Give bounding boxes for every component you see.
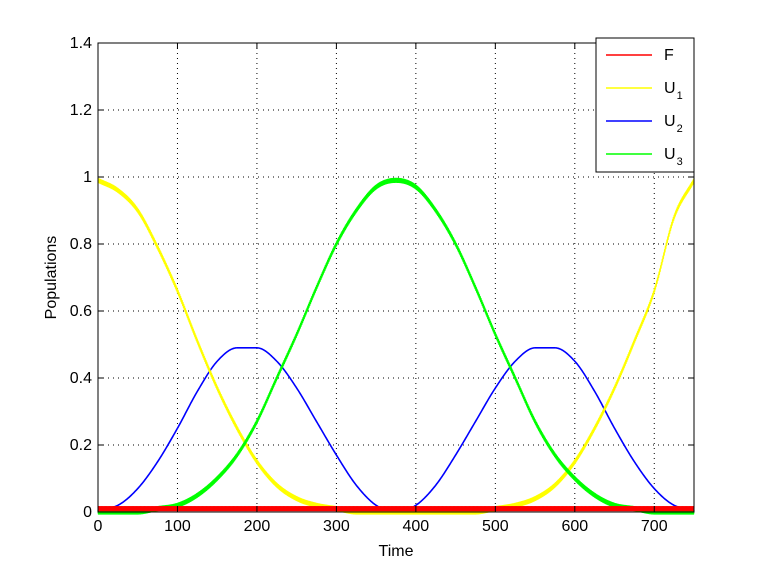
y-tick-label: 0.2	[70, 437, 92, 454]
series-line-1	[97, 178, 695, 515]
x-tick-label: 300	[323, 518, 350, 535]
plot-frame	[97, 42, 695, 513]
x-tick-label: 200	[244, 518, 271, 535]
legend-label-0: F	[664, 47, 674, 64]
axis-ticks: 0 100 200 300 400 500 600 700 0 0.2 0.4 0.6 0.8 1 1.2 1…	[70, 35, 694, 535]
x-tick-label: 0	[94, 518, 103, 535]
y-tick-label: 0.4	[70, 370, 92, 387]
x-tick-label: 500	[482, 518, 509, 535]
y-tick-label: 0.8	[70, 236, 92, 253]
y-axis-label: Populations	[43, 236, 60, 320]
x-tick-label: 400	[403, 518, 430, 535]
legend-label-3: U3	[664, 146, 683, 168]
legend-label-1: U1	[664, 80, 683, 102]
y-tick-label: 1.4	[70, 35, 92, 52]
grid-lines	[98, 43, 694, 512]
x-tick-label: 100	[164, 518, 191, 535]
y-tick-label: 1.2	[70, 102, 92, 119]
x-tick-label: 700	[641, 518, 668, 535]
legend-subscript: 3	[677, 156, 683, 168]
legend-name: U	[664, 113, 676, 130]
series-line-0	[97, 506, 695, 512]
legend-subscript: 1	[677, 90, 683, 102]
legend-label-2: U2	[664, 113, 683, 135]
x-axis-label: Time	[379, 543, 414, 560]
series-lines	[97, 177, 695, 515]
legend-name: U	[664, 146, 676, 163]
y-tick-label: 1	[83, 169, 92, 186]
y-tick-label: 0.6	[70, 303, 92, 320]
legend-box	[595, 37, 695, 173]
x-tick-label: 600	[561, 518, 588, 535]
legend-name: F	[664, 47, 674, 64]
series-line-3	[97, 177, 695, 515]
legend-subscript: 2	[677, 123, 683, 135]
series-line-2	[97, 347, 695, 513]
legend-name: U	[664, 80, 676, 97]
y-tick-label: 0	[83, 504, 92, 521]
